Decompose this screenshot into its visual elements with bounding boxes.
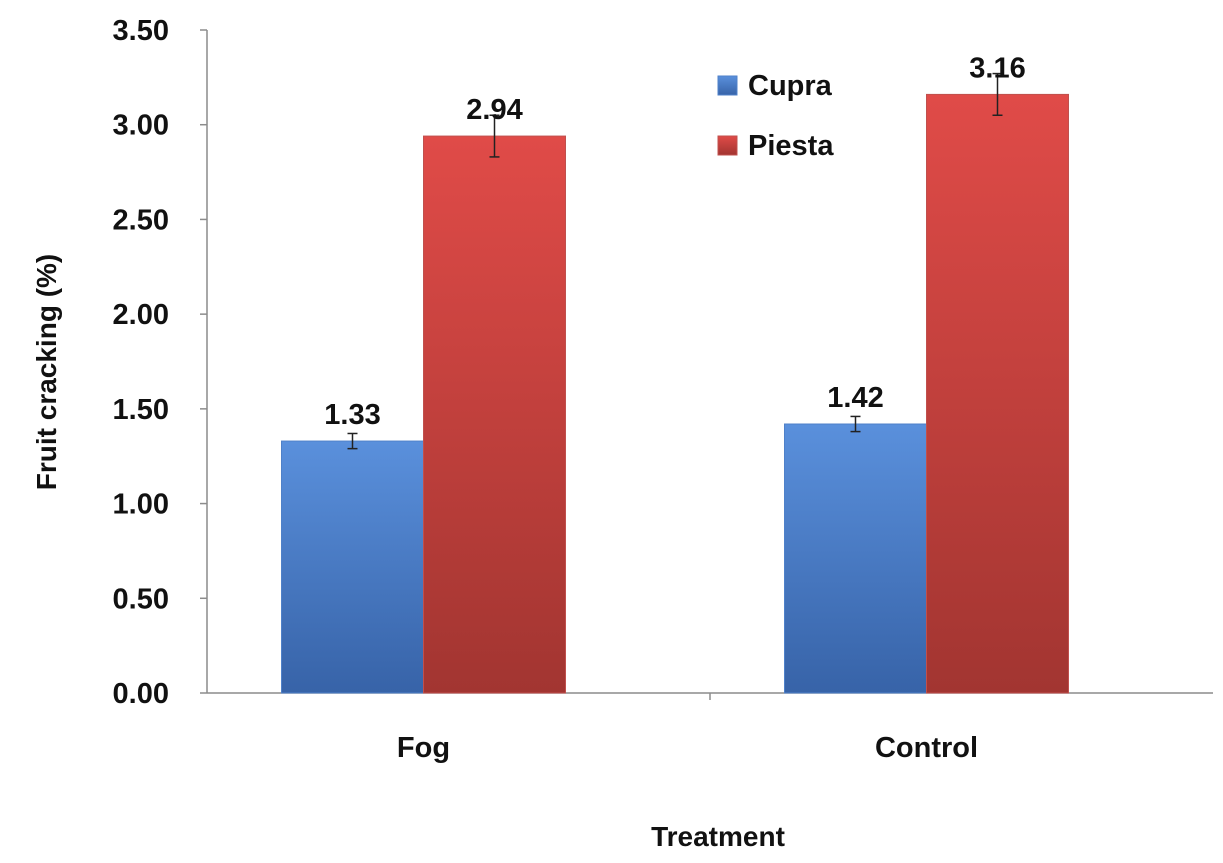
x-axis: Fog Control [207,692,1213,764]
y-tick-label: 2.00 [113,299,169,331]
data-label: 3.16 [969,52,1025,84]
y-tick-label: 2.50 [113,204,169,236]
x-axis-title: Treatment [651,821,785,852]
data-labels-group: 1.33 2.94 1.42 3.16 [324,52,1025,431]
legend: Cupra Piesta [717,70,834,162]
bar-piesta-fog [423,135,566,694]
bar-cupra-control [784,423,927,694]
data-label: 1.42 [827,382,883,414]
y-tick-label: 1.00 [113,489,169,521]
bar-cupra-fog [281,440,424,694]
legend-label-cupra: Cupra [748,70,833,102]
y-axis: 0.00 0.50 1.00 1.50 2.00 2.50 3.00 3.50 [113,15,208,710]
x-category-label: Control [875,732,978,764]
legend-label-piesta: Piesta [748,130,834,162]
legend-swatch-cupra [717,75,738,96]
bar-piesta-control [926,93,1069,694]
y-tick-label: 0.50 [113,583,169,615]
y-tick-label: 1.50 [113,394,169,426]
y-axis-title: Fruit cracking (%) [31,254,62,490]
bars-group [281,72,1069,694]
data-label: 1.33 [324,399,380,431]
data-label: 2.94 [466,94,522,126]
legend-swatch-piesta [717,135,738,156]
y-tick-label: 3.50 [113,15,169,47]
y-tick-label: 3.00 [113,110,169,142]
y-tick-label: 0.00 [113,678,169,710]
x-category-label: Fog [397,732,450,764]
